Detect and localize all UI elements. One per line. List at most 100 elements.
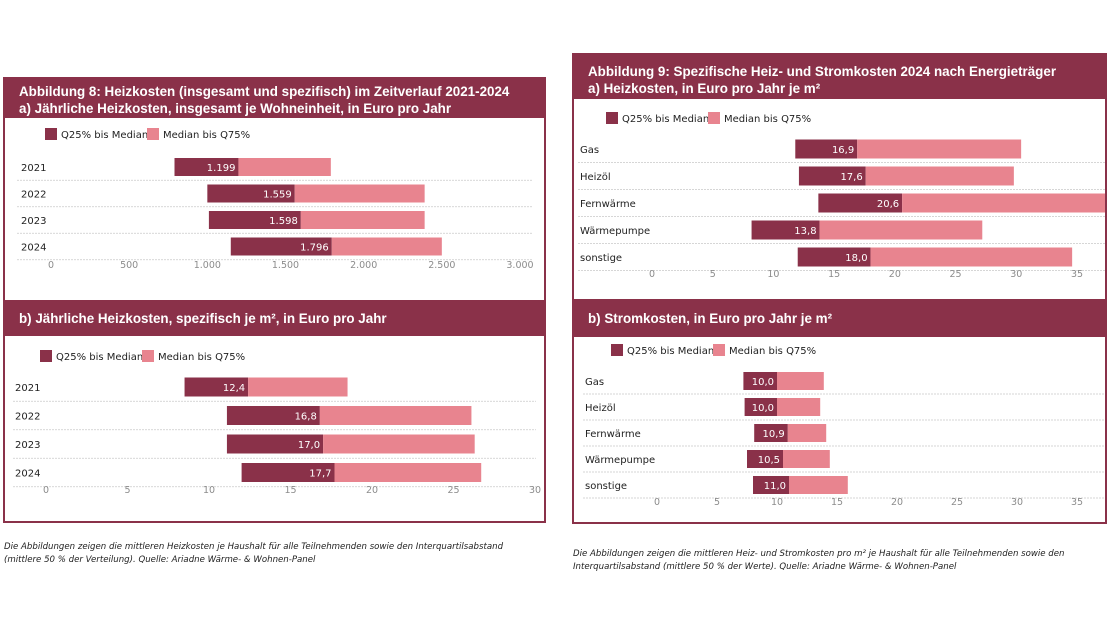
figure-9-note: Die Abbildungen zeigen die mittleren Hei…	[573, 548, 1113, 574]
legend-label-q75: Median bis Q75%	[163, 130, 250, 141]
chart-8a-title: a) Jährliche Heizkosten, insgesamt je Wo…	[19, 101, 452, 116]
tick-label: 25	[951, 497, 963, 508]
legend-8b: Q25% bis Median Median bis Q75%	[40, 350, 245, 363]
bar-row-9b-3: Wärmepumpe 10,5	[583, 450, 1105, 473]
median-value-label: 12,4	[223, 383, 245, 394]
category-label: 2021	[15, 383, 40, 394]
legend-label-q75: Median bis Q75%	[158, 352, 245, 363]
legend-swatch-q25	[606, 112, 618, 124]
bar-row-8b-0: 2021 12,4	[13, 377, 536, 402]
bar-q25-median	[208, 211, 301, 229]
bar-row-9a-0: Gas 16,9	[578, 139, 1105, 163]
category-label: 2023	[21, 216, 46, 227]
category-label: 2024	[21, 243, 46, 254]
figure-8-note-line1: Die Abbildungen zeigen die mittleren Hei…	[4, 542, 504, 552]
bar-q25-median	[184, 377, 249, 397]
bar-median-q75	[334, 463, 482, 482]
legend-swatch-q25	[45, 128, 57, 140]
median-value-label: 1.199	[207, 163, 236, 174]
category-label: Fernwärme	[580, 199, 636, 210]
legend-8a: Q25% bis Median Median bis Q75%	[45, 128, 250, 141]
figure-9-note-line1: Die Abbildungen zeigen die mittleren Hei…	[573, 549, 1065, 559]
x-axis-9a: 0 5 10 15 20 25 30 35	[649, 269, 1083, 280]
legend-label-q25: Q25% bis Median	[622, 114, 709, 125]
bar-q25-median	[226, 434, 324, 454]
legend-label-q75: Median bis Q75%	[729, 346, 816, 357]
bar-q25-median	[751, 220, 820, 240]
bar-q25-median	[797, 247, 871, 267]
tick-label: 1.500	[272, 260, 299, 271]
bar-q25-median	[818, 193, 903, 213]
tick-label: 500	[120, 260, 138, 271]
tick-label: 15	[831, 497, 843, 508]
bar-median-q75	[300, 211, 425, 229]
median-value-label: 20,6	[877, 199, 899, 210]
chart-9b: Q25% bis Median Median bis Q75% Gas 10,0 Hei…	[583, 344, 1105, 508]
category-label: 2022	[21, 190, 46, 201]
figure-9-title: Abbildung 9: Spezifische Heiz- und Strom…	[588, 64, 1057, 79]
tick-label: 0	[43, 485, 49, 496]
tick-label: 1.000	[194, 260, 221, 271]
x-axis-9b: 0 5 10 15 20 25 30 35	[654, 497, 1083, 508]
bar-row-9b-0: Gas 10,0	[583, 372, 1105, 395]
figure-9-note-line2: Interquartilsabstand (mittlere 50 % der …	[573, 562, 957, 572]
bar-median-q75	[777, 372, 824, 390]
bar-q25-median	[744, 398, 777, 416]
bar-row-9b-2: Fernwärme 10,9	[583, 424, 1105, 447]
chart-8b-title: b) Jährliche Heizkosten, spezifisch je m…	[19, 310, 387, 326]
category-label: 2024	[15, 469, 40, 480]
bar-q25-median	[754, 424, 788, 442]
median-value-label: 17,0	[298, 440, 320, 451]
category-label: Gas	[585, 377, 604, 388]
figure-9-panel: Abbildung 9: Spezifische Heiz- und Strom…	[572, 53, 1107, 524]
category-label: Heizöl	[585, 403, 616, 414]
median-value-label: 10,0	[752, 377, 774, 388]
legend-9a: Q25% bis Median Median bis Q75%	[606, 112, 811, 125]
bar-q25-median	[226, 406, 320, 425]
median-value-label: 11,0	[764, 481, 786, 492]
category-label: Wärmepumpe	[580, 226, 650, 237]
bar-median-q75	[865, 166, 1014, 186]
bar-median-q75	[857, 139, 1022, 159]
tick-label: 5	[714, 497, 720, 508]
tick-label: 35	[1071, 269, 1083, 280]
bar-row-9a-4: sonstige 18,0	[578, 247, 1105, 271]
legend-swatch-q75	[708, 112, 720, 124]
median-value-label: 17,6	[840, 172, 862, 183]
category-label: 2023	[15, 440, 40, 451]
tick-label: 0	[654, 497, 660, 508]
legend-swatch-q75	[147, 128, 159, 140]
bar-row-8a-1: 2022 1.559	[17, 184, 532, 208]
bar-row-9a-2: Fernwärme 20,6	[578, 193, 1105, 217]
legend-swatch-q25	[40, 350, 52, 362]
tick-label: 5	[710, 269, 716, 280]
median-value-label: 1.796	[300, 243, 329, 254]
median-value-label: 10,5	[758, 455, 780, 466]
bar-median-q75	[870, 247, 1073, 267]
tick-label: 0	[48, 260, 54, 271]
bar-median-q75	[319, 406, 472, 425]
median-value-label: 10,0	[752, 403, 774, 414]
bar-median-q75	[787, 424, 827, 442]
tick-label: 20	[891, 497, 903, 508]
tick-label: 20	[366, 485, 378, 496]
tick-label: 2.000	[350, 260, 377, 271]
bar-median-q75	[789, 476, 848, 494]
legend-label-q25: Q25% bis Median	[627, 346, 714, 357]
figure-8-panel: Abbildung 8: Heizkosten (insgesamt und s…	[3, 77, 546, 523]
category-label: sonstige	[585, 481, 627, 492]
category-label: 2022	[15, 412, 40, 423]
x-axis-8a: 0 500 1.000 1.500 2.000 2.500 3.000	[48, 260, 534, 271]
tick-label: 5	[124, 485, 130, 496]
chart-9a-title: a) Heizkosten, in Euro pro Jahr je m²	[588, 81, 821, 96]
chart-8b: Q25% bis Median Median bis Q75%2021 12,420…	[13, 350, 541, 496]
legend-swatch-q75	[142, 350, 154, 362]
legend-swatch-q75	[713, 344, 725, 356]
category-label: sonstige	[580, 253, 622, 264]
x-axis-8b: 0 5 10 15 20 25 30	[43, 485, 541, 496]
bar-row-8b-3: 2024 17,7	[13, 463, 536, 488]
bar-median-q75	[777, 398, 821, 416]
median-value-label: 1.598	[269, 216, 298, 227]
bar-row-9a-1: Heizöl 17,6	[578, 166, 1105, 190]
figure-9-header: Abbildung 9: Spezifische Heiz- und Strom…	[574, 55, 1105, 99]
